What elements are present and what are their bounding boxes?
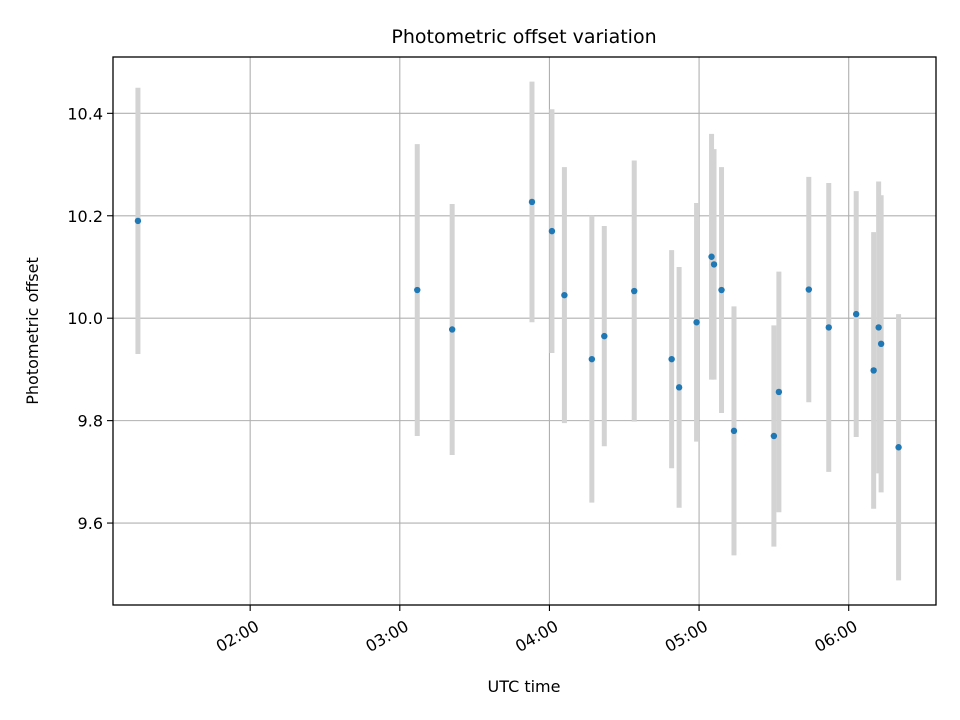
data-point xyxy=(852,310,860,318)
x-axis-ticks: 02:00 03:00 04:00 05:00 06:00 xyxy=(213,605,861,656)
data-point xyxy=(414,286,421,294)
data-point xyxy=(805,286,813,293)
data-point xyxy=(448,326,456,333)
data-point xyxy=(693,319,700,326)
chart-title: Photometric offset variation xyxy=(391,26,656,48)
data-point xyxy=(770,432,778,440)
data-point xyxy=(601,332,608,340)
data-point xyxy=(561,291,568,299)
data-point xyxy=(895,444,902,451)
error-bars xyxy=(135,81,902,581)
grid xyxy=(113,57,936,605)
y-axis-ticks: 9.6 9.8 10.0 10.2 10.4 xyxy=(67,104,113,533)
plot-frame xyxy=(112,56,937,606)
data-point xyxy=(631,287,638,295)
data-point xyxy=(668,355,675,363)
data-point xyxy=(588,355,596,363)
x-tick-label: 04:00 xyxy=(512,616,561,656)
data-point xyxy=(730,427,738,435)
data-point xyxy=(528,198,536,206)
y-tick-label: 10.2 xyxy=(67,207,103,226)
data-point xyxy=(134,217,142,225)
data-point xyxy=(870,367,877,374)
data-point xyxy=(710,261,718,268)
data-point xyxy=(708,253,715,260)
y-axis-label: Photometric offset xyxy=(23,257,42,405)
y-tick-label: 9.8 xyxy=(78,412,103,431)
data-point xyxy=(775,388,783,396)
x-tick-label: 06:00 xyxy=(811,616,860,656)
y-tick-label: 10.4 xyxy=(67,104,103,123)
y-tick-label: 9.6 xyxy=(78,514,103,533)
y-tick-label: 10.0 xyxy=(67,309,103,328)
data-point xyxy=(548,227,556,235)
x-axis-label: UTC time xyxy=(488,677,561,696)
x-tick-label: 02:00 xyxy=(213,616,262,656)
data-points xyxy=(134,198,902,451)
x-tick-label: 03:00 xyxy=(362,616,411,656)
data-point xyxy=(675,384,683,391)
x-tick-label: 05:00 xyxy=(662,616,711,656)
data-point xyxy=(875,324,882,331)
data-point xyxy=(825,324,832,331)
data-point xyxy=(718,286,725,294)
data-point xyxy=(877,340,885,348)
